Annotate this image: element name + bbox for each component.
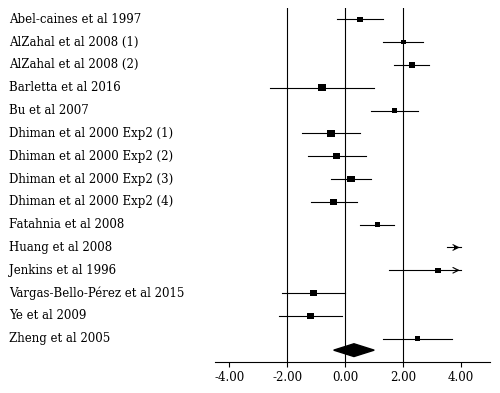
Bar <box>400 40 406 44</box>
Bar <box>408 62 415 68</box>
Bar <box>392 108 397 113</box>
Text: Huang et al 2008: Huang et al 2008 <box>9 241 113 254</box>
Text: Dhiman et al 2000 Exp2 (2): Dhiman et al 2000 Exp2 (2) <box>9 150 173 163</box>
Text: AlZahal et al 2008 (2): AlZahal et al 2008 (2) <box>9 59 138 72</box>
Bar <box>454 246 457 249</box>
Bar <box>415 336 420 341</box>
Text: Dhiman et al 2000 Exp2 (1): Dhiman et al 2000 Exp2 (1) <box>9 127 173 140</box>
Bar <box>348 176 355 182</box>
Bar <box>436 268 440 272</box>
Text: Ye et al 2009: Ye et al 2009 <box>9 309 86 322</box>
Text: Fatahnia et al 2008: Fatahnia et al 2008 <box>9 218 124 231</box>
Bar <box>307 313 314 319</box>
Text: Vargas-Bello-Pérez et al 2015: Vargas-Bello-Pérez et al 2015 <box>9 286 184 300</box>
Text: Barletta et al 2016: Barletta et al 2016 <box>9 81 121 94</box>
Bar <box>333 153 340 160</box>
Text: AlZahal et al 2008 (1): AlZahal et al 2008 (1) <box>9 36 138 49</box>
Bar <box>318 84 326 91</box>
Text: Abel-caines et al 1997: Abel-caines et al 1997 <box>9 13 141 26</box>
Bar <box>374 222 380 227</box>
Bar <box>330 198 338 205</box>
Text: Dhiman et al 2000 Exp2 (4): Dhiman et al 2000 Exp2 (4) <box>9 195 173 208</box>
Bar <box>310 290 317 296</box>
Bar <box>356 17 363 22</box>
Text: Zheng et al 2005: Zheng et al 2005 <box>9 332 110 345</box>
Text: Bu et al 2007: Bu et al 2007 <box>9 104 89 117</box>
Bar <box>327 130 334 137</box>
Text: Jenkins et al 1996: Jenkins et al 1996 <box>9 264 117 277</box>
Polygon shape <box>334 344 374 356</box>
Text: Dhiman et al 2000 Exp2 (3): Dhiman et al 2000 Exp2 (3) <box>9 173 173 185</box>
